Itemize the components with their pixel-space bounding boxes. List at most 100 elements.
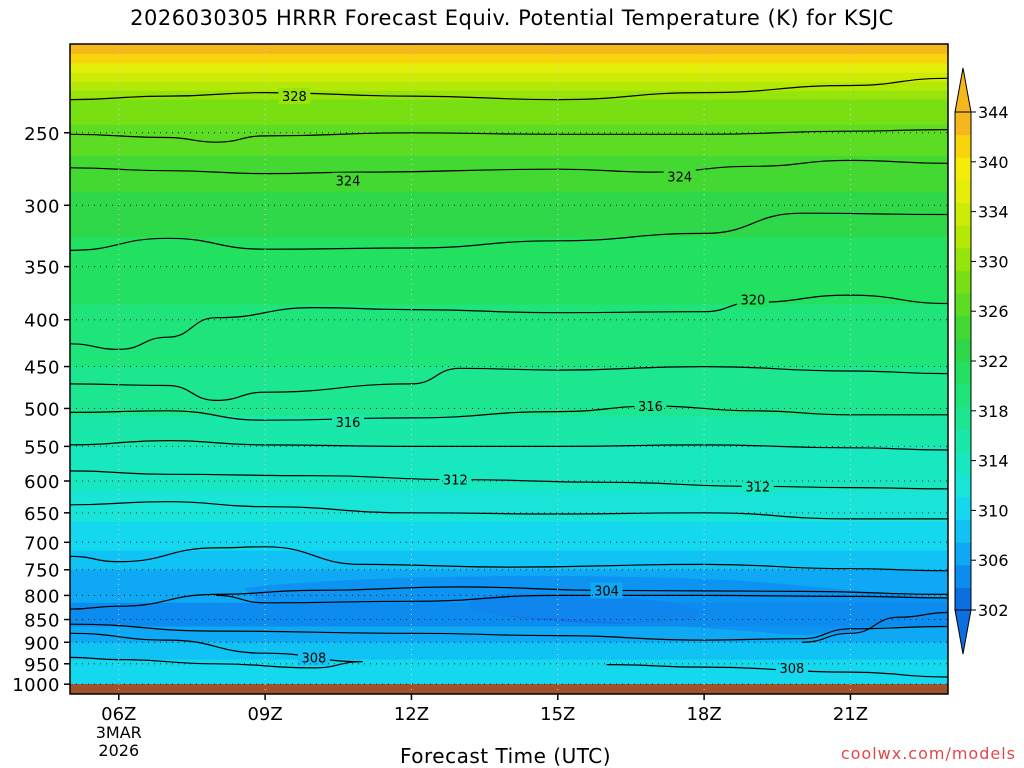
theta-e-band — [70, 663, 948, 667]
contour-label-bg — [741, 478, 774, 495]
theta-e-band — [70, 249, 948, 256]
theta-e-band — [70, 665, 948, 669]
theta-e-band — [70, 420, 948, 425]
theta-e-band — [70, 439, 948, 444]
theta-e-band — [70, 392, 948, 397]
theta-e-band — [70, 343, 948, 350]
theta-e-band — [70, 470, 948, 475]
theta-e-band — [70, 497, 948, 501]
contour-304 — [216, 594, 948, 604]
contour-306 — [70, 586, 948, 610]
theta-e-band — [70, 651, 948, 654]
theta-e-band — [70, 464, 948, 469]
x-date-label: 2026 — [98, 741, 139, 760]
x-date-label: 3MAR — [96, 723, 142, 742]
theta-e-band — [70, 211, 948, 219]
theta-e-band — [70, 357, 948, 363]
theta-e-band — [70, 339, 948, 345]
theta-e-band — [70, 460, 948, 465]
theta-e-band — [70, 533, 948, 538]
theta-e-band — [70, 628, 948, 632]
contour-label-bg — [439, 471, 472, 488]
theta-e-band — [70, 637, 948, 641]
x-axis-label: Forecast Time (UTC) — [400, 744, 612, 768]
theta-e-band — [70, 132, 948, 142]
contour-312 — [70, 470, 948, 490]
theta-e-band — [70, 191, 948, 200]
theta-e-band — [70, 506, 948, 511]
theta-e-band — [70, 294, 948, 300]
theta-e-band — [70, 427, 948, 433]
contour-label: 324 — [336, 175, 361, 190]
theta-e-band — [70, 657, 948, 661]
theta-e-band — [70, 674, 948, 677]
theta-e-band — [70, 655, 948, 659]
theta-e-band — [70, 617, 948, 621]
theta-e-band — [70, 477, 948, 482]
colorbar-swatch — [955, 428, 971, 453]
theta-e-band — [70, 631, 948, 634]
y-tick-label: 550 — [24, 437, 60, 458]
colorbar-bottom-arrow — [954, 609, 972, 655]
theta-e-band — [70, 375, 948, 381]
contour-label-bg — [663, 168, 696, 185]
contour-label: 308 — [301, 651, 326, 666]
theta-e-band — [70, 667, 948, 671]
colorbar-swatch — [955, 361, 971, 385]
theta-e-band — [70, 567, 948, 571]
contour-326 — [70, 129, 948, 143]
contour-label-bg — [332, 413, 365, 430]
x-tick-label: 09Z — [247, 704, 282, 725]
theta-e-band — [70, 72, 948, 83]
contour-label-bg — [332, 172, 365, 189]
theta-e-band — [70, 624, 948, 628]
x-tick-label: 12Z — [394, 704, 429, 725]
theta-e-band — [70, 545, 948, 549]
contour-308 — [70, 632, 363, 669]
colorbar-swatch — [955, 157, 971, 181]
theta-e-band — [70, 388, 948, 393]
theta-e-band — [70, 564, 948, 568]
contour-label-bg — [297, 649, 330, 666]
theta-e-band — [70, 653, 948, 656]
x-tick-label: 21Z — [833, 704, 868, 725]
y-tick-label: 250 — [24, 124, 60, 145]
source-credit: coolwx.com/models — [840, 744, 1016, 763]
theta-e-band — [70, 431, 948, 436]
contour-label-bg — [278, 88, 311, 105]
theta-e-band — [70, 44, 948, 55]
theta-e-band — [70, 676, 948, 679]
theta-e-band — [70, 553, 948, 557]
theta-e-band — [70, 272, 948, 279]
contour-320 — [70, 294, 948, 351]
theta-e-band — [70, 558, 948, 563]
theta-e-band — [70, 490, 948, 495]
contour-314 — [70, 439, 948, 451]
contour-308 — [801, 611, 948, 643]
theta-e-band — [70, 412, 948, 417]
theta-e-band — [70, 659, 948, 663]
theta-e-band — [70, 494, 948, 498]
theta-e-band — [70, 621, 948, 625]
contour-label: 328 — [282, 90, 307, 105]
theta-e-band — [70, 334, 948, 340]
theta-e-band — [70, 644, 948, 648]
theta-e-band — [70, 205, 948, 213]
colorbar-swatch — [955, 134, 971, 158]
x-tick-label: 15Z — [540, 704, 575, 725]
y-tick-label: 700 — [24, 533, 60, 554]
colorbar-swatch — [955, 496, 971, 520]
colorbar-label: 306 — [978, 551, 1009, 570]
theta-e-band — [70, 148, 948, 157]
contour-label: 308 — [779, 662, 804, 677]
theta-e-band — [70, 474, 948, 479]
theta-e-band — [70, 218, 948, 226]
colorbar-label: 340 — [978, 153, 1009, 172]
y-tick-label: 450 — [24, 358, 60, 379]
theta-e-band — [70, 547, 948, 552]
theta-e-band — [70, 283, 948, 290]
theta-e-band — [70, 81, 948, 92]
theta-e-band — [70, 446, 948, 451]
theta-e-band — [70, 435, 948, 440]
